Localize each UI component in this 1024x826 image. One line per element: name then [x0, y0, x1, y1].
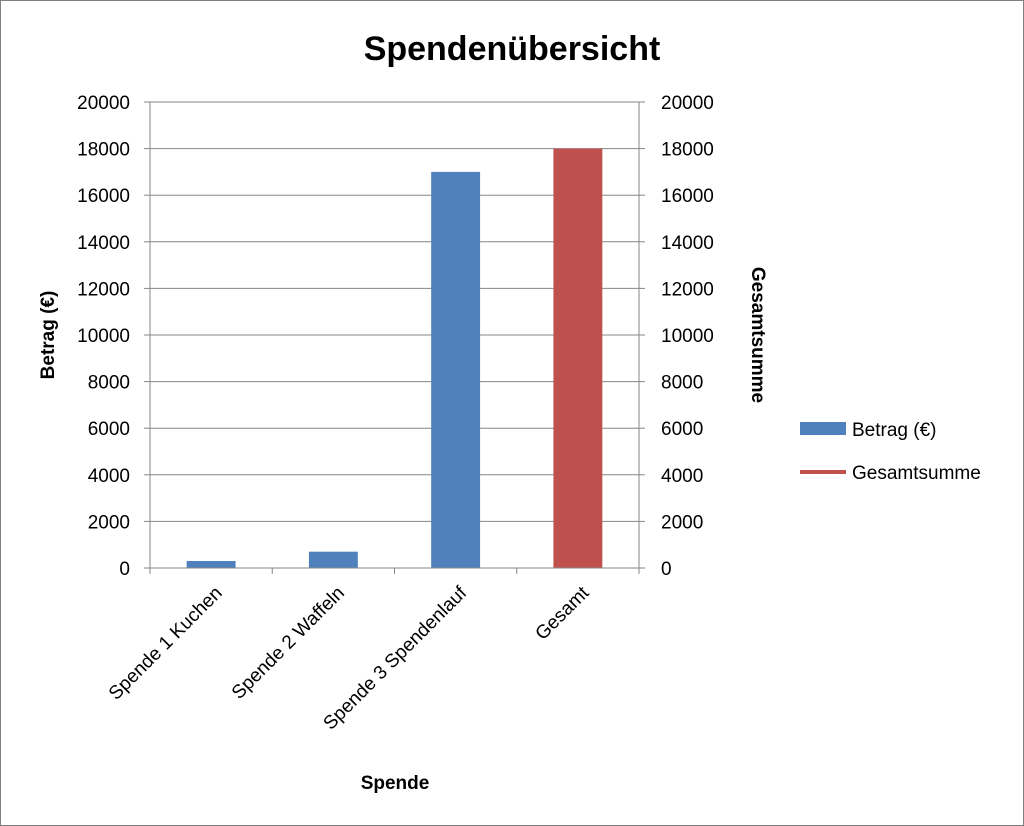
bar-gesamtsumme: [553, 148, 603, 568]
y2-tick-label: 10000: [661, 326, 714, 347]
y-tick-label: 6000: [88, 419, 130, 440]
y2-tick-label: 8000: [661, 373, 703, 394]
y-tick-label: 14000: [77, 233, 130, 254]
y2-tick-label: 6000: [661, 419, 703, 440]
y2-tick-label: 2000: [661, 512, 703, 533]
x-tick-label: Gesamt: [532, 582, 594, 644]
y-axis-title: Betrag (€): [38, 291, 59, 380]
legend-label-gesamtsumme: Gesamtsumme: [852, 463, 981, 484]
x-tick-label: Spende 3 Spendenlauf: [320, 582, 472, 734]
y2-axis-title: Gesamtsumme: [747, 267, 768, 403]
y2-tick-label: 12000: [661, 279, 714, 300]
y-axis-ticks: 0 2000 4000 6000 8000 10000 12000 14000 16000 180…: [77, 93, 150, 580]
y2-tick-label: 20000: [661, 93, 714, 114]
y2-tick-label: 4000: [661, 466, 703, 487]
y-tick-label: 18000: [77, 140, 130, 161]
y-tick-label: 4000: [88, 466, 130, 487]
bar-betrag: [186, 561, 236, 568]
chart-title: Spendenübersicht: [364, 30, 661, 68]
y-tick-label: 0: [119, 559, 130, 580]
x-tick-label: Spende 1 Kuchen: [105, 583, 227, 705]
legend: Betrag (€) Gesamtsumme: [800, 420, 981, 484]
y2-tick-label: 14000: [661, 233, 714, 254]
bar-betrag: [431, 171, 481, 568]
bar-betrag: [308, 551, 358, 568]
legend-swatch-betrag: [800, 422, 846, 435]
x-tick-label: Spende 2 Waffeln: [228, 583, 349, 704]
y2-axis-ticks: 0 2000 4000 6000 8000 10000 12000 14000 16000 180…: [639, 93, 714, 580]
bars: [186, 148, 603, 568]
y-tick-label: 12000: [77, 279, 130, 300]
legend-label-betrag: Betrag (€): [852, 420, 936, 441]
y-tick-label: 8000: [88, 373, 130, 394]
y-tick-label: 20000: [77, 93, 130, 114]
y2-tick-label: 18000: [661, 140, 714, 161]
y-tick-label: 10000: [77, 326, 130, 347]
y-tick-label: 2000: [88, 512, 130, 533]
y2-tick-label: 16000: [661, 186, 714, 207]
x-axis-title: Spende: [361, 773, 430, 794]
y-tick-label: 16000: [77, 186, 130, 207]
y2-tick-label: 0: [661, 559, 672, 580]
